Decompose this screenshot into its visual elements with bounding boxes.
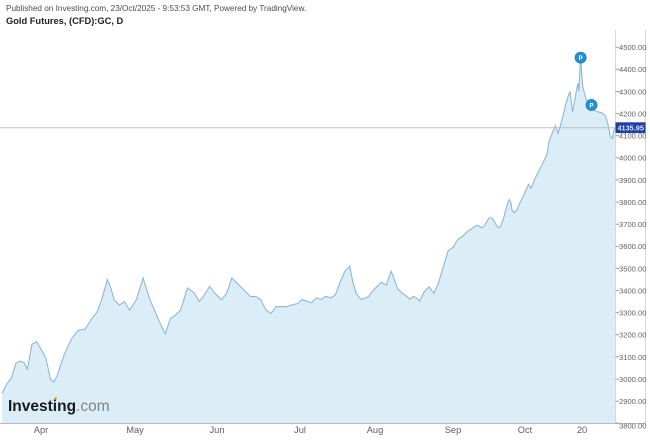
- svg-text:3300.00: 3300.00: [619, 309, 646, 318]
- svg-text:20: 20: [577, 425, 587, 435]
- svg-text:Investing.com: Investing.com: [8, 398, 110, 415]
- svg-text:3100.00: 3100.00: [619, 353, 646, 362]
- svg-text:4135.95: 4135.95: [618, 123, 644, 132]
- svg-text:Aug: Aug: [367, 425, 384, 435]
- svg-text:Jun: Jun: [210, 425, 225, 435]
- svg-text:Sep: Sep: [445, 425, 462, 435]
- svg-text:4300.00: 4300.00: [619, 87, 646, 96]
- svg-text:May: May: [126, 425, 144, 435]
- svg-text:3700.00: 3700.00: [619, 220, 646, 229]
- svg-text:3400.00: 3400.00: [619, 287, 646, 296]
- svg-text:P: P: [579, 56, 583, 62]
- svg-text:4000.00: 4000.00: [619, 154, 646, 163]
- svg-text:3800.00: 3800.00: [619, 422, 646, 431]
- svg-text:2900.00: 2900.00: [619, 397, 646, 406]
- svg-text:3500.00: 3500.00: [619, 264, 646, 273]
- svg-text:3200.00: 3200.00: [619, 331, 646, 340]
- svg-text:3600.00: 3600.00: [619, 242, 646, 251]
- svg-text:3000.00: 3000.00: [619, 375, 646, 384]
- svg-text:Apr: Apr: [34, 425, 48, 435]
- svg-text:4500.00: 4500.00: [619, 43, 646, 52]
- svg-text:4400.00: 4400.00: [619, 65, 646, 74]
- svg-text:Jul: Jul: [294, 425, 306, 435]
- svg-text:3800.00: 3800.00: [619, 198, 646, 207]
- svg-text:Oct: Oct: [518, 425, 533, 435]
- svg-text:4200.00: 4200.00: [619, 110, 646, 119]
- svg-text:P: P: [589, 104, 593, 110]
- svg-text:3900.00: 3900.00: [619, 176, 646, 185]
